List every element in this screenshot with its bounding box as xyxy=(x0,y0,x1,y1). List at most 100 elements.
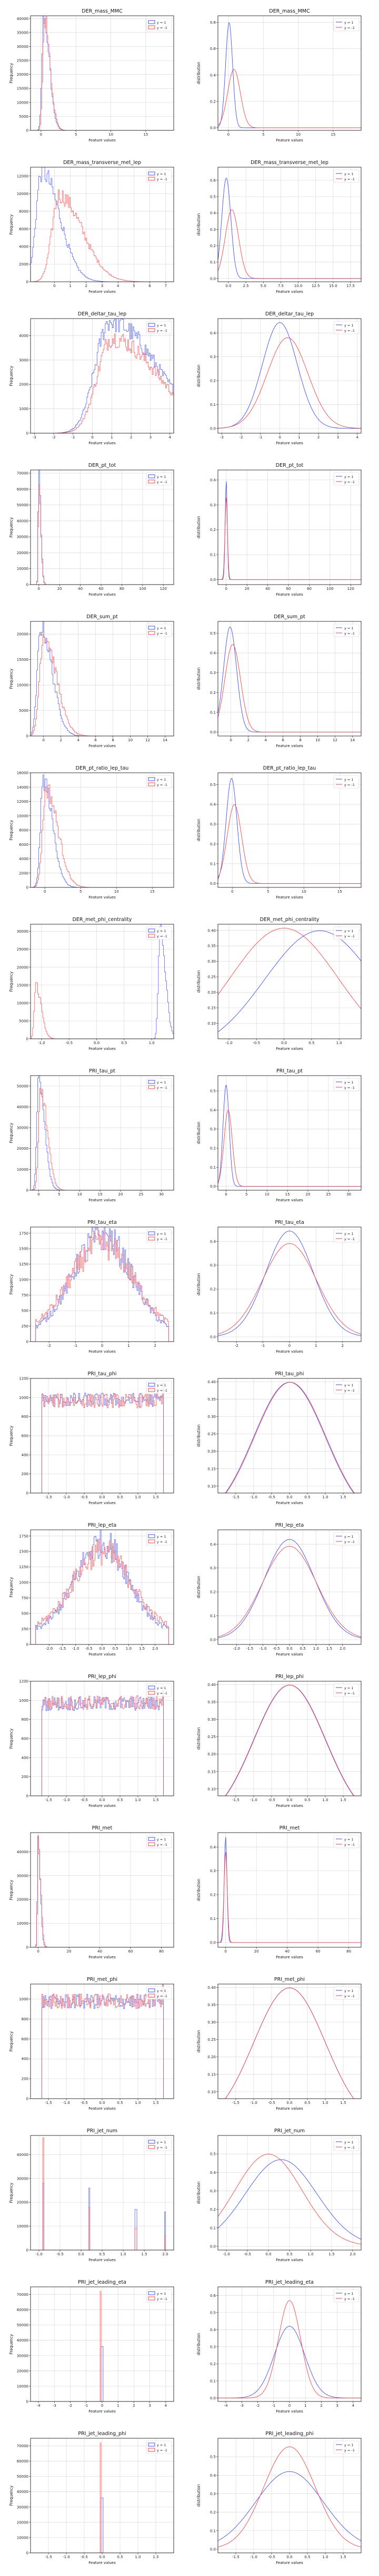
legend-box xyxy=(333,1835,360,1848)
x-tick-label: 0.5 xyxy=(121,1041,127,1045)
x-tick-label: -0.5 xyxy=(81,1495,88,1499)
legend-label: y = 1 xyxy=(157,1080,166,1085)
x-tick-label: 30 xyxy=(159,1192,164,1197)
legend-label: y = 1 xyxy=(157,323,166,328)
y-tick-label: 0.3 xyxy=(210,1566,216,1570)
x-axis-label: Feature values xyxy=(276,138,303,142)
y-tick-label: 40000 xyxy=(17,1105,28,1109)
y-tick-label: 0.25 xyxy=(207,1735,216,1739)
y-tick-label: 0.2 xyxy=(210,2207,216,2212)
plot-frame xyxy=(217,318,362,434)
distribution-line-y-1 xyxy=(217,804,361,884)
y-tick-label: 0.3 xyxy=(210,671,216,675)
y-tick-label: 0.3 xyxy=(210,1263,216,1267)
legend-label: y = 1 xyxy=(344,323,354,328)
y-tick-label: 30000 xyxy=(17,2354,28,2358)
x-tick-label: 80 xyxy=(159,1949,164,1954)
histogram-panel: -1.5 -1.0 -0.5 0.0 0.5 1.0 1.5 0 10000 20000 30000… xyxy=(9,2431,174,2565)
y-tick-label: 200 xyxy=(22,1472,28,1476)
distribution-panel: -1.5 -1.0 -0.5 0.0 0.5 1.0 1.5 0.0 0.1 0.2 0.3 0.4 0… xyxy=(196,2431,362,2565)
x-tick-label: 40 xyxy=(78,587,83,591)
y-tick-label: 20000 xyxy=(17,1147,28,1151)
x-tick-label: -1.0 xyxy=(63,2101,70,2105)
legend-label: y = -1 xyxy=(157,2145,167,2150)
plot-frame xyxy=(217,621,362,737)
x-tick-label: 0.0 xyxy=(99,1495,105,1499)
legend-label: y = -1 xyxy=(344,26,355,30)
y-tick-label: 0.35 xyxy=(207,1397,216,1402)
y-tick-label: 25000 xyxy=(17,947,28,952)
plot-frame xyxy=(217,167,362,282)
x-tick-label: -0.5 xyxy=(81,1798,88,1802)
x-tick-label: -1.0 xyxy=(38,1041,45,1045)
y-axis-label: distribution xyxy=(196,1727,201,1750)
y-tick-label: 0.10 xyxy=(207,2090,216,2094)
y-tick-label: 0.2 xyxy=(210,1287,216,1292)
y-axis-label: Frequency xyxy=(9,1728,14,1749)
y-tick-label: 5000 xyxy=(19,1019,28,1023)
distribution-line-y-1 xyxy=(218,497,361,580)
x-tick-label: -1.0 xyxy=(35,2252,43,2256)
x-tick-label: 80 xyxy=(346,1949,351,1954)
legend-box xyxy=(146,1683,172,1697)
distribution-line-y-1 xyxy=(217,2154,362,2245)
distribution-line-y-1 xyxy=(217,1852,361,1943)
distribution-panel: -1.5 -1.0 -0.5 0.0 0.5 1.0 1.5 0.10 0.15 0.20 0.25… xyxy=(196,1371,362,1505)
histogram-series-y-1 xyxy=(31,1685,174,1796)
histogram-series-y-1 xyxy=(31,1230,174,1342)
x-tick-label: 1.5 xyxy=(328,2252,334,2256)
x-tick-label: 0 xyxy=(225,587,227,591)
y-tick-label: 0.2 xyxy=(210,691,216,695)
y-axis-label: distribution xyxy=(196,1424,201,1447)
legend-box xyxy=(333,1381,360,1394)
y-tick-label: 0.15 xyxy=(207,1467,216,1471)
x-tick-label: -1 xyxy=(272,2404,275,2408)
x-tick-label: 10 xyxy=(265,1192,270,1197)
x-tick-label: 14 xyxy=(163,738,167,742)
x-tick-label: 0 xyxy=(227,132,230,137)
x-tick-label: 0.5 xyxy=(113,1647,118,1651)
x-tick-label: 0.0 xyxy=(286,1647,292,1651)
feature-row-PRI_jet_leading_phi: -1.5 -1.0 -0.5 0.0 0.5 1.0 1.5 0 10000 20000 30000… xyxy=(9,2431,362,2565)
legend-swatch xyxy=(148,934,155,938)
x-tick-label: 1.5 xyxy=(340,1798,346,1802)
x-tick-label: 120 xyxy=(347,587,354,591)
x-tick-label: 20 xyxy=(245,587,250,591)
legend-label: y = -1 xyxy=(157,1237,167,1241)
legend-box xyxy=(333,1532,360,1546)
legend-label: y = -1 xyxy=(344,329,355,333)
y-tick-label: 0.4 xyxy=(210,803,216,807)
y-tick-label: 1500 xyxy=(19,1550,28,1554)
legend-label: y = 1 xyxy=(344,1080,354,1085)
plot-frame xyxy=(217,2438,362,2553)
histogram-panel: 0 5 10 15 20 25 30 0 10000 20000 30000 40000 50000 PR… xyxy=(9,1068,174,1202)
y-axis-label: Frequency xyxy=(9,971,14,991)
x-tick-label: 7.5 xyxy=(278,284,284,288)
x-tick-label: -0.5 xyxy=(81,2101,88,2105)
x-tick-label: 1.0 xyxy=(322,1798,328,1802)
y-tick-label: 0.8 xyxy=(210,21,216,25)
x-tick-label: 0 xyxy=(42,738,44,742)
x-axis-label: Feature values xyxy=(276,744,303,748)
legend-label: y = -1 xyxy=(344,631,355,636)
y-axis-label: Frequency xyxy=(9,668,14,689)
distribution-line-y-1 xyxy=(217,1546,362,1638)
y-tick-label: 0.4 xyxy=(210,1845,216,1849)
x-tick-label: 30 xyxy=(346,1192,351,1197)
y-tick-label: 6000 xyxy=(19,227,28,231)
plot-frame xyxy=(217,2135,362,2251)
y-tick-label: 2000 xyxy=(19,262,28,267)
histogram-panel: -2.0 -1.5 -1.0 -0.5 0.0 0.5 1.0 1.5 2.0 0 250 500 75… xyxy=(9,1522,174,1657)
legend-label: y = 1 xyxy=(157,475,166,479)
x-tick-label: 3 xyxy=(149,435,152,439)
legend-label: y = 1 xyxy=(344,1989,354,1993)
y-tick-label: 4000 xyxy=(19,244,28,249)
histogram-series-y1 xyxy=(30,621,174,737)
y-axis-label: Frequency xyxy=(9,1122,14,1143)
y-tick-label: 0.0 xyxy=(210,1638,216,1642)
y-axis-label: distribution xyxy=(196,1121,201,1144)
legend-swatch xyxy=(148,328,155,332)
distribution-line-y-1 xyxy=(218,1987,361,2099)
x-tick-label: 10 xyxy=(128,738,133,742)
y-tick-label: 0.4 xyxy=(210,331,216,335)
